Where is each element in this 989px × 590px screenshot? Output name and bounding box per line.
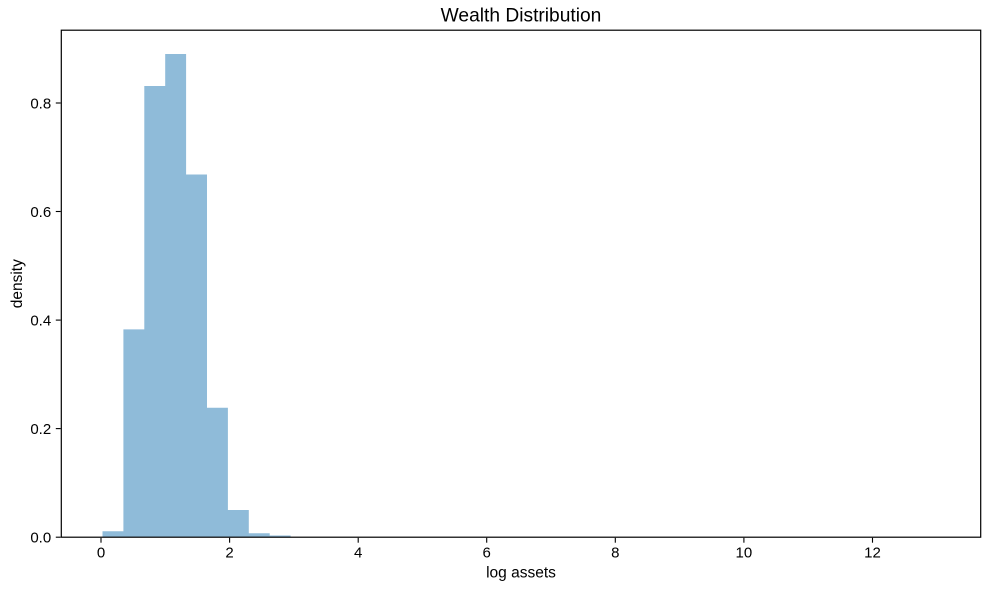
svg-text:density: density [9, 259, 26, 308]
svg-text:10: 10 [736, 544, 753, 561]
svg-text:0.0: 0.0 [30, 530, 51, 547]
svg-text:4: 4 [354, 544, 362, 561]
svg-text:6: 6 [483, 544, 491, 561]
svg-text:2: 2 [225, 544, 233, 561]
svg-text:12: 12 [864, 544, 881, 561]
svg-text:8: 8 [611, 544, 619, 561]
svg-text:0: 0 [97, 544, 105, 561]
svg-text:0.4: 0.4 [30, 312, 51, 329]
svg-text:0.2: 0.2 [30, 421, 51, 438]
svg-text:log assets: log assets [486, 565, 556, 582]
svg-text:Wealth Distribution: Wealth Distribution [441, 6, 602, 27]
svg-text:0.8: 0.8 [30, 95, 51, 112]
svg-text:0.6: 0.6 [30, 204, 51, 221]
